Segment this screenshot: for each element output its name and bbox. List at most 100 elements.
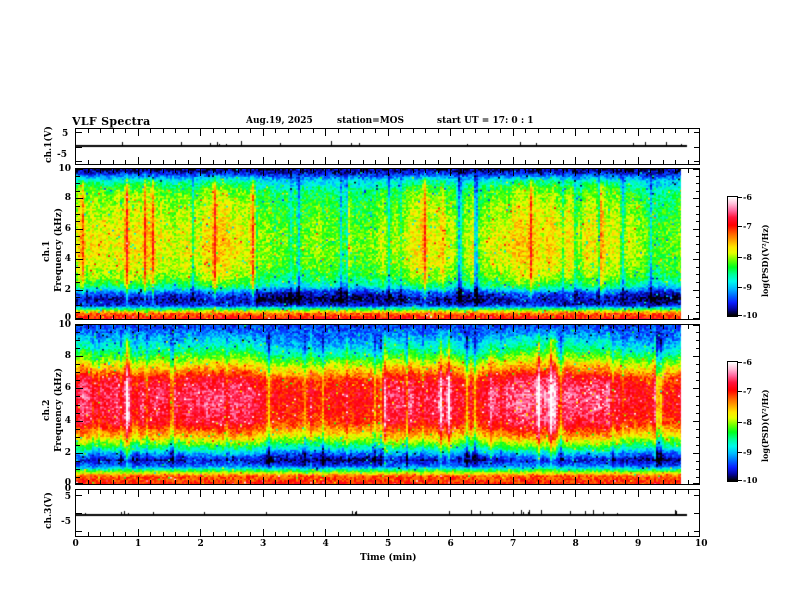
ch1-voltage-xtick-minor-b xyxy=(212,160,214,164)
ch1-spectrogram-xtick-minor-b xyxy=(437,315,439,319)
ch1-spectrogram-ytick xyxy=(76,266,80,268)
ch3-voltage-xtick-minor-b xyxy=(287,532,289,536)
ch2-spectrogram-xtick-minor-b xyxy=(87,480,89,484)
ch1-voltage-xtick-minor-b xyxy=(350,160,351,164)
ch1-spectrogram-ytick-label: 2 xyxy=(64,284,71,295)
ch2-spectrogram-xtick-minor-b xyxy=(112,480,114,484)
ch1-spectrogram-xtick-minor-b xyxy=(475,315,476,319)
ch3-voltage-xtick-minor-b xyxy=(300,532,301,536)
ch1-colorbar xyxy=(727,196,738,317)
ch3-voltage-xtick-major-1 xyxy=(137,490,139,497)
ch1-spectrogram-xtick-minor xyxy=(337,169,339,173)
ch1-spectrogram-xtick-major-10 xyxy=(699,169,700,176)
ch3-voltage-xtick-minor-b xyxy=(375,532,376,536)
ch1-voltage-xtick-minor xyxy=(275,129,276,133)
ch3-voltage-xtick-minor-b xyxy=(362,532,364,536)
ch2-spectrogram-ytick xyxy=(76,396,80,398)
ch3-voltage-xtick-major-8 xyxy=(575,490,576,497)
ch3-voltage-ytick-label-zero: 0 xyxy=(64,484,71,494)
ch3-voltage-xtick-minor xyxy=(300,490,301,494)
ch2-spectrogram-xtick-minor xyxy=(287,325,289,329)
ch3-voltage-xtick-minor-b xyxy=(187,532,189,536)
ch2-spectrogram-ytick-label: 6 xyxy=(64,383,71,394)
ch1-colorbar-tick-label: -6 xyxy=(743,192,752,202)
ch2-spectrogram-xtick-major-b-0 xyxy=(75,477,76,484)
ch2-spectrogram-xtick-minor xyxy=(112,325,114,329)
ch2-spectrogram-xtick-minor xyxy=(462,325,464,329)
ch3-voltage-ytick-label-neg: -5 xyxy=(61,517,71,527)
ch3-voltage-xtick-major-b-10 xyxy=(699,529,700,536)
ch3-voltage-xtick-minor xyxy=(212,490,214,494)
ch1-spectrogram-xtick-minor xyxy=(550,169,551,173)
ch1-voltage-xtick-minor xyxy=(425,129,426,133)
ch2-spectrogram-ytick xyxy=(76,420,83,422)
ch1-voltage-xtick-minor xyxy=(237,129,239,133)
ch3-voltage-xtick-minor-b xyxy=(662,532,664,536)
ch1-spectrogram-xtick-minor xyxy=(412,169,414,173)
ch1-spectrogram-xtick-minor-b xyxy=(462,315,464,319)
ch1-voltage-xtick-minor xyxy=(112,129,114,133)
ch2-spectrogram-xtick-minor-b xyxy=(287,480,289,484)
ch1-voltage-xtick-minor xyxy=(475,129,476,133)
ch1-colorbar-tick xyxy=(738,315,742,316)
ch1-spectrogram-xtick-major-b-5 xyxy=(387,312,389,319)
ch1-voltage-xtick-minor xyxy=(400,129,401,133)
ch1-spectrogram-xtick-minor xyxy=(312,169,314,173)
ch2-spectrogram-ytick-r xyxy=(693,388,700,390)
ch1-voltage-xtick-minor-b xyxy=(487,160,489,164)
ch2-spectrogram-xtick-minor xyxy=(337,325,339,329)
ch2-spectrogram-xtick-minor xyxy=(675,325,676,329)
ch3-voltage-xtick-minor xyxy=(525,490,526,494)
ch3-voltage-xtick-minor xyxy=(462,490,464,494)
ch2-spectrogram-ytick xyxy=(76,325,83,326)
ch1-spectrogram-xtick-major-7 xyxy=(512,169,514,176)
ch3-voltage-xtick-minor-b xyxy=(675,532,676,536)
ch1-spectrogram-xtick-major-2 xyxy=(200,169,201,176)
ch1-spectrogram-ytick-label: 10 xyxy=(58,164,71,174)
ch1-voltage-ytick xyxy=(76,146,82,148)
ch2-spectrogram-xtick-minor xyxy=(275,325,276,329)
ch2-spectrogram-xtick-minor-b xyxy=(675,480,676,484)
ch1-spectrogram-xtick-minor-b xyxy=(87,315,89,319)
ch1-voltage-xtick-minor xyxy=(162,129,164,133)
ch2-spectrogram-ytick-r xyxy=(693,356,700,358)
ch2-spectrogram-ytick xyxy=(76,428,80,430)
ch1-spectrogram-xtick-minor xyxy=(250,169,251,173)
ch1-voltage-xtick-minor-b xyxy=(400,160,401,164)
ch1-spectrogram-ytick-r xyxy=(693,318,700,319)
ch3-voltage-xtick-major-b-4 xyxy=(325,529,326,536)
ch1-voltage-xtick-major-3 xyxy=(262,129,264,136)
ch1-spectrogram-ytick-label: 4 xyxy=(64,254,71,265)
ch1-spectrogram-xtick-minor xyxy=(300,169,301,173)
ch1-voltage-xtick-minor xyxy=(287,129,289,133)
ch3-voltage-xtick-minor-b xyxy=(437,532,439,536)
ch1-voltage-xtick-minor-b xyxy=(600,160,601,164)
ch2-spectrogram-ytick-r xyxy=(696,396,700,398)
ch1-voltage-xtick-major-b-1 xyxy=(137,157,139,164)
ch3-voltage-xtick-minor-b xyxy=(112,532,114,536)
ch2-spectrogram-ytick-r xyxy=(696,372,700,374)
ch2-spectrogram-xtick-minor-b xyxy=(225,480,226,484)
ch1-spectrogram-xtick-minor xyxy=(487,169,489,173)
ch1-voltage-xtick-minor-b xyxy=(475,160,476,164)
ch2-spectrogram-xtick-major-b-9 xyxy=(637,477,639,484)
ch3-voltage-xtick-major-5 xyxy=(387,490,389,497)
ch1-voltage-xtick-major-4 xyxy=(325,129,326,136)
ch3-voltage-xtick-major-3 xyxy=(262,490,264,497)
ch1-voltage-xtick-minor xyxy=(212,129,214,133)
ch1-spectrogram-xtick-minor-b xyxy=(287,315,289,319)
ch2-spectrogram-xtick-minor xyxy=(687,325,689,329)
ch1-spectrogram-xtick-minor xyxy=(125,169,126,173)
ch2-spectrogram-xtick-minor xyxy=(125,325,126,329)
ch1-spectrogram-xtick-minor-b xyxy=(362,315,364,319)
ch1-spectrogram-ytick xyxy=(76,198,83,200)
ch1-voltage-xtick-minor xyxy=(437,129,439,133)
ch2-spectrogram-xtick-minor-b xyxy=(437,480,439,484)
ch1-spectrogram-ytick xyxy=(76,259,83,261)
ch2-spectrogram-xtick-minor xyxy=(350,325,351,329)
ch1-voltage-xtick-minor xyxy=(375,129,376,133)
ch2-spectrogram-xtick-major-4 xyxy=(325,325,326,332)
ch1-spectrogram-xtick-major-b-1 xyxy=(137,312,139,319)
ch1-spectrogram-ytick-r xyxy=(696,221,700,223)
ch3-voltage-xtick-minor-b xyxy=(150,532,151,536)
